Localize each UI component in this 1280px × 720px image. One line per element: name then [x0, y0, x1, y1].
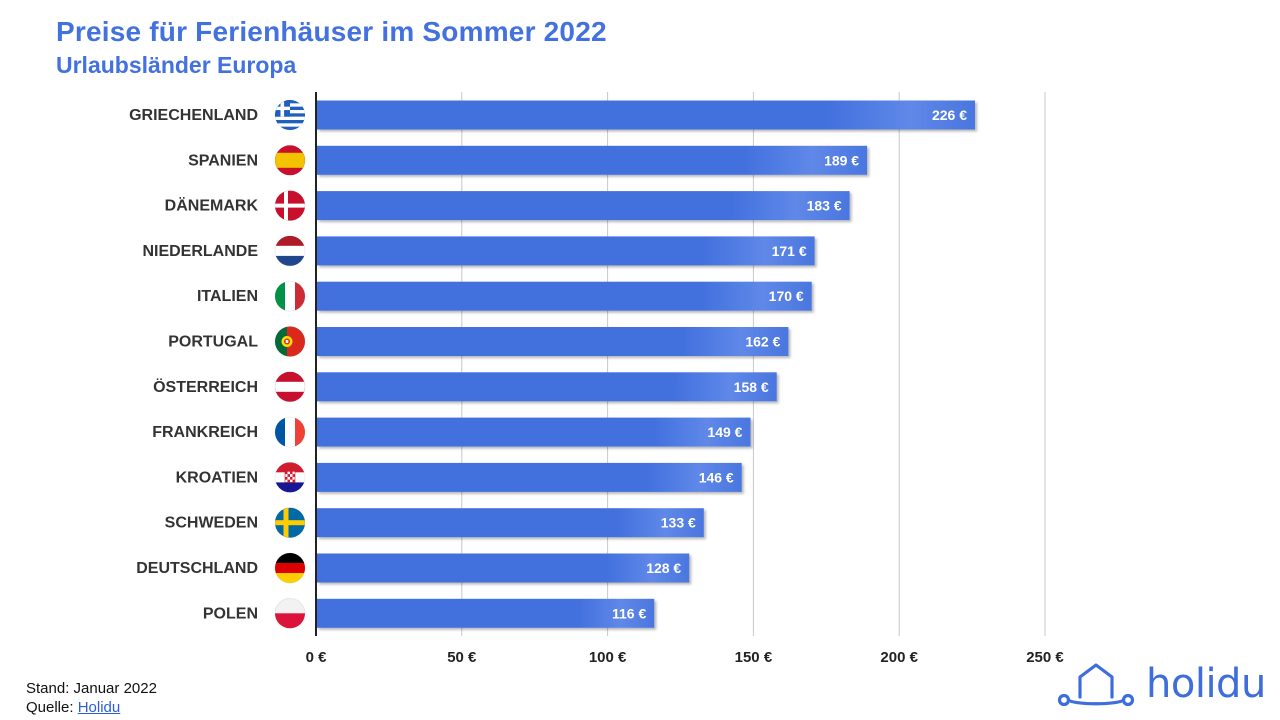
- bar-value-label: 183 €: [807, 198, 842, 214]
- bar-value-label: 149 €: [707, 424, 742, 440]
- bar: [317, 281, 812, 311]
- bar: [317, 598, 655, 628]
- flags: [274, 99, 306, 629]
- germany-flag-icon: [274, 552, 306, 584]
- chart-subtitle: Urlaubsländer Europa: [56, 52, 297, 78]
- category-label: NIEDERLANDE: [142, 243, 258, 260]
- category-label: SPANIEN: [188, 152, 258, 169]
- brand-name: holidu: [1146, 661, 1266, 707]
- stand-label: Stand: Januar 2022: [26, 680, 157, 697]
- bar: [317, 417, 751, 447]
- x-tick-label: 100 €: [589, 649, 627, 666]
- italy-flag-icon: [274, 280, 306, 312]
- category-label: DEUTSCHLAND: [136, 560, 258, 577]
- category-label: ITALIEN: [197, 288, 258, 305]
- bar: [317, 372, 777, 402]
- chart-title: Preise für Ferienhäuser im Sommer 2022: [56, 16, 607, 47]
- bar: [317, 191, 850, 221]
- netherlands-flag-icon: [274, 235, 306, 267]
- x-tick-label: 0 €: [306, 649, 328, 666]
- spain-flag-icon: [274, 144, 306, 176]
- bar-value-label: 171 €: [772, 243, 807, 259]
- croatia-flag-icon: [274, 461, 306, 493]
- bar-value-label: 146 €: [699, 469, 734, 485]
- bar: [317, 553, 690, 583]
- category-label: KROATIEN: [176, 469, 258, 486]
- quelle-link[interactable]: Holidu: [77, 699, 121, 716]
- bar-value-label: 162 €: [745, 334, 780, 350]
- x-tick-label: 50 €: [447, 649, 477, 666]
- portugal-flag-icon: [274, 326, 306, 357]
- brand-logo: holidu: [1056, 656, 1270, 712]
- bar-value-label: 226 €: [932, 107, 967, 123]
- x-tick-label: 200 €: [880, 649, 918, 666]
- category-label: FRANKREICH: [152, 424, 258, 441]
- greece-flag-icon: [274, 99, 306, 131]
- bars: 226 € 189 € 183 € 171 € 170 € 162 € 158 € 149 €…: [317, 100, 976, 628]
- x-axis-ticks: 0 € 50 € 100 € 150 € 200 € 250 €: [306, 649, 1065, 666]
- bar: [317, 327, 789, 356]
- bar: [317, 508, 704, 538]
- grid-lines: [461, 92, 1046, 636]
- category-label: ÖSTERREICH: [153, 377, 258, 396]
- bar: [317, 145, 868, 175]
- category-label: DÄNEMARK: [165, 197, 259, 215]
- denmark-flag-icon: [274, 190, 306, 222]
- bar-value-label: 133 €: [661, 515, 696, 531]
- bar-value-label: 116 €: [612, 605, 646, 621]
- poland-flag-icon: [274, 597, 306, 629]
- bar: [317, 100, 976, 130]
- bar: [317, 236, 815, 266]
- category-label: SCHWEDEN: [165, 515, 258, 532]
- category-label: GRIECHENLAND: [129, 107, 258, 124]
- quelle-prefix: Quelle:: [26, 699, 78, 716]
- bar-value-label: 170 €: [769, 288, 804, 304]
- x-tick-label: 150 €: [735, 649, 773, 666]
- quelle-line: Quelle: Holidu: [26, 698, 157, 717]
- category-label: PORTUGAL: [168, 334, 258, 351]
- x-tick-label: 250 €: [1026, 649, 1064, 666]
- house-logo-icon: [1057, 663, 1135, 707]
- bar-value-label: 128 €: [646, 560, 681, 576]
- bar-value-label: 189 €: [824, 152, 859, 168]
- category-label: POLEN: [203, 605, 258, 622]
- austria-flag-icon: [274, 371, 306, 403]
- footer: Stand: Januar 2022 Quelle: Holidu: [26, 679, 157, 717]
- france-flag-icon: [274, 416, 306, 448]
- sweden-flag-icon: [274, 507, 306, 539]
- bar: [317, 462, 742, 492]
- category-labels: GRIECHENLAND SPANIEN DÄNEMARK NIEDERLANDE IT…: [129, 107, 258, 622]
- bar-value-label: 158 €: [734, 379, 769, 395]
